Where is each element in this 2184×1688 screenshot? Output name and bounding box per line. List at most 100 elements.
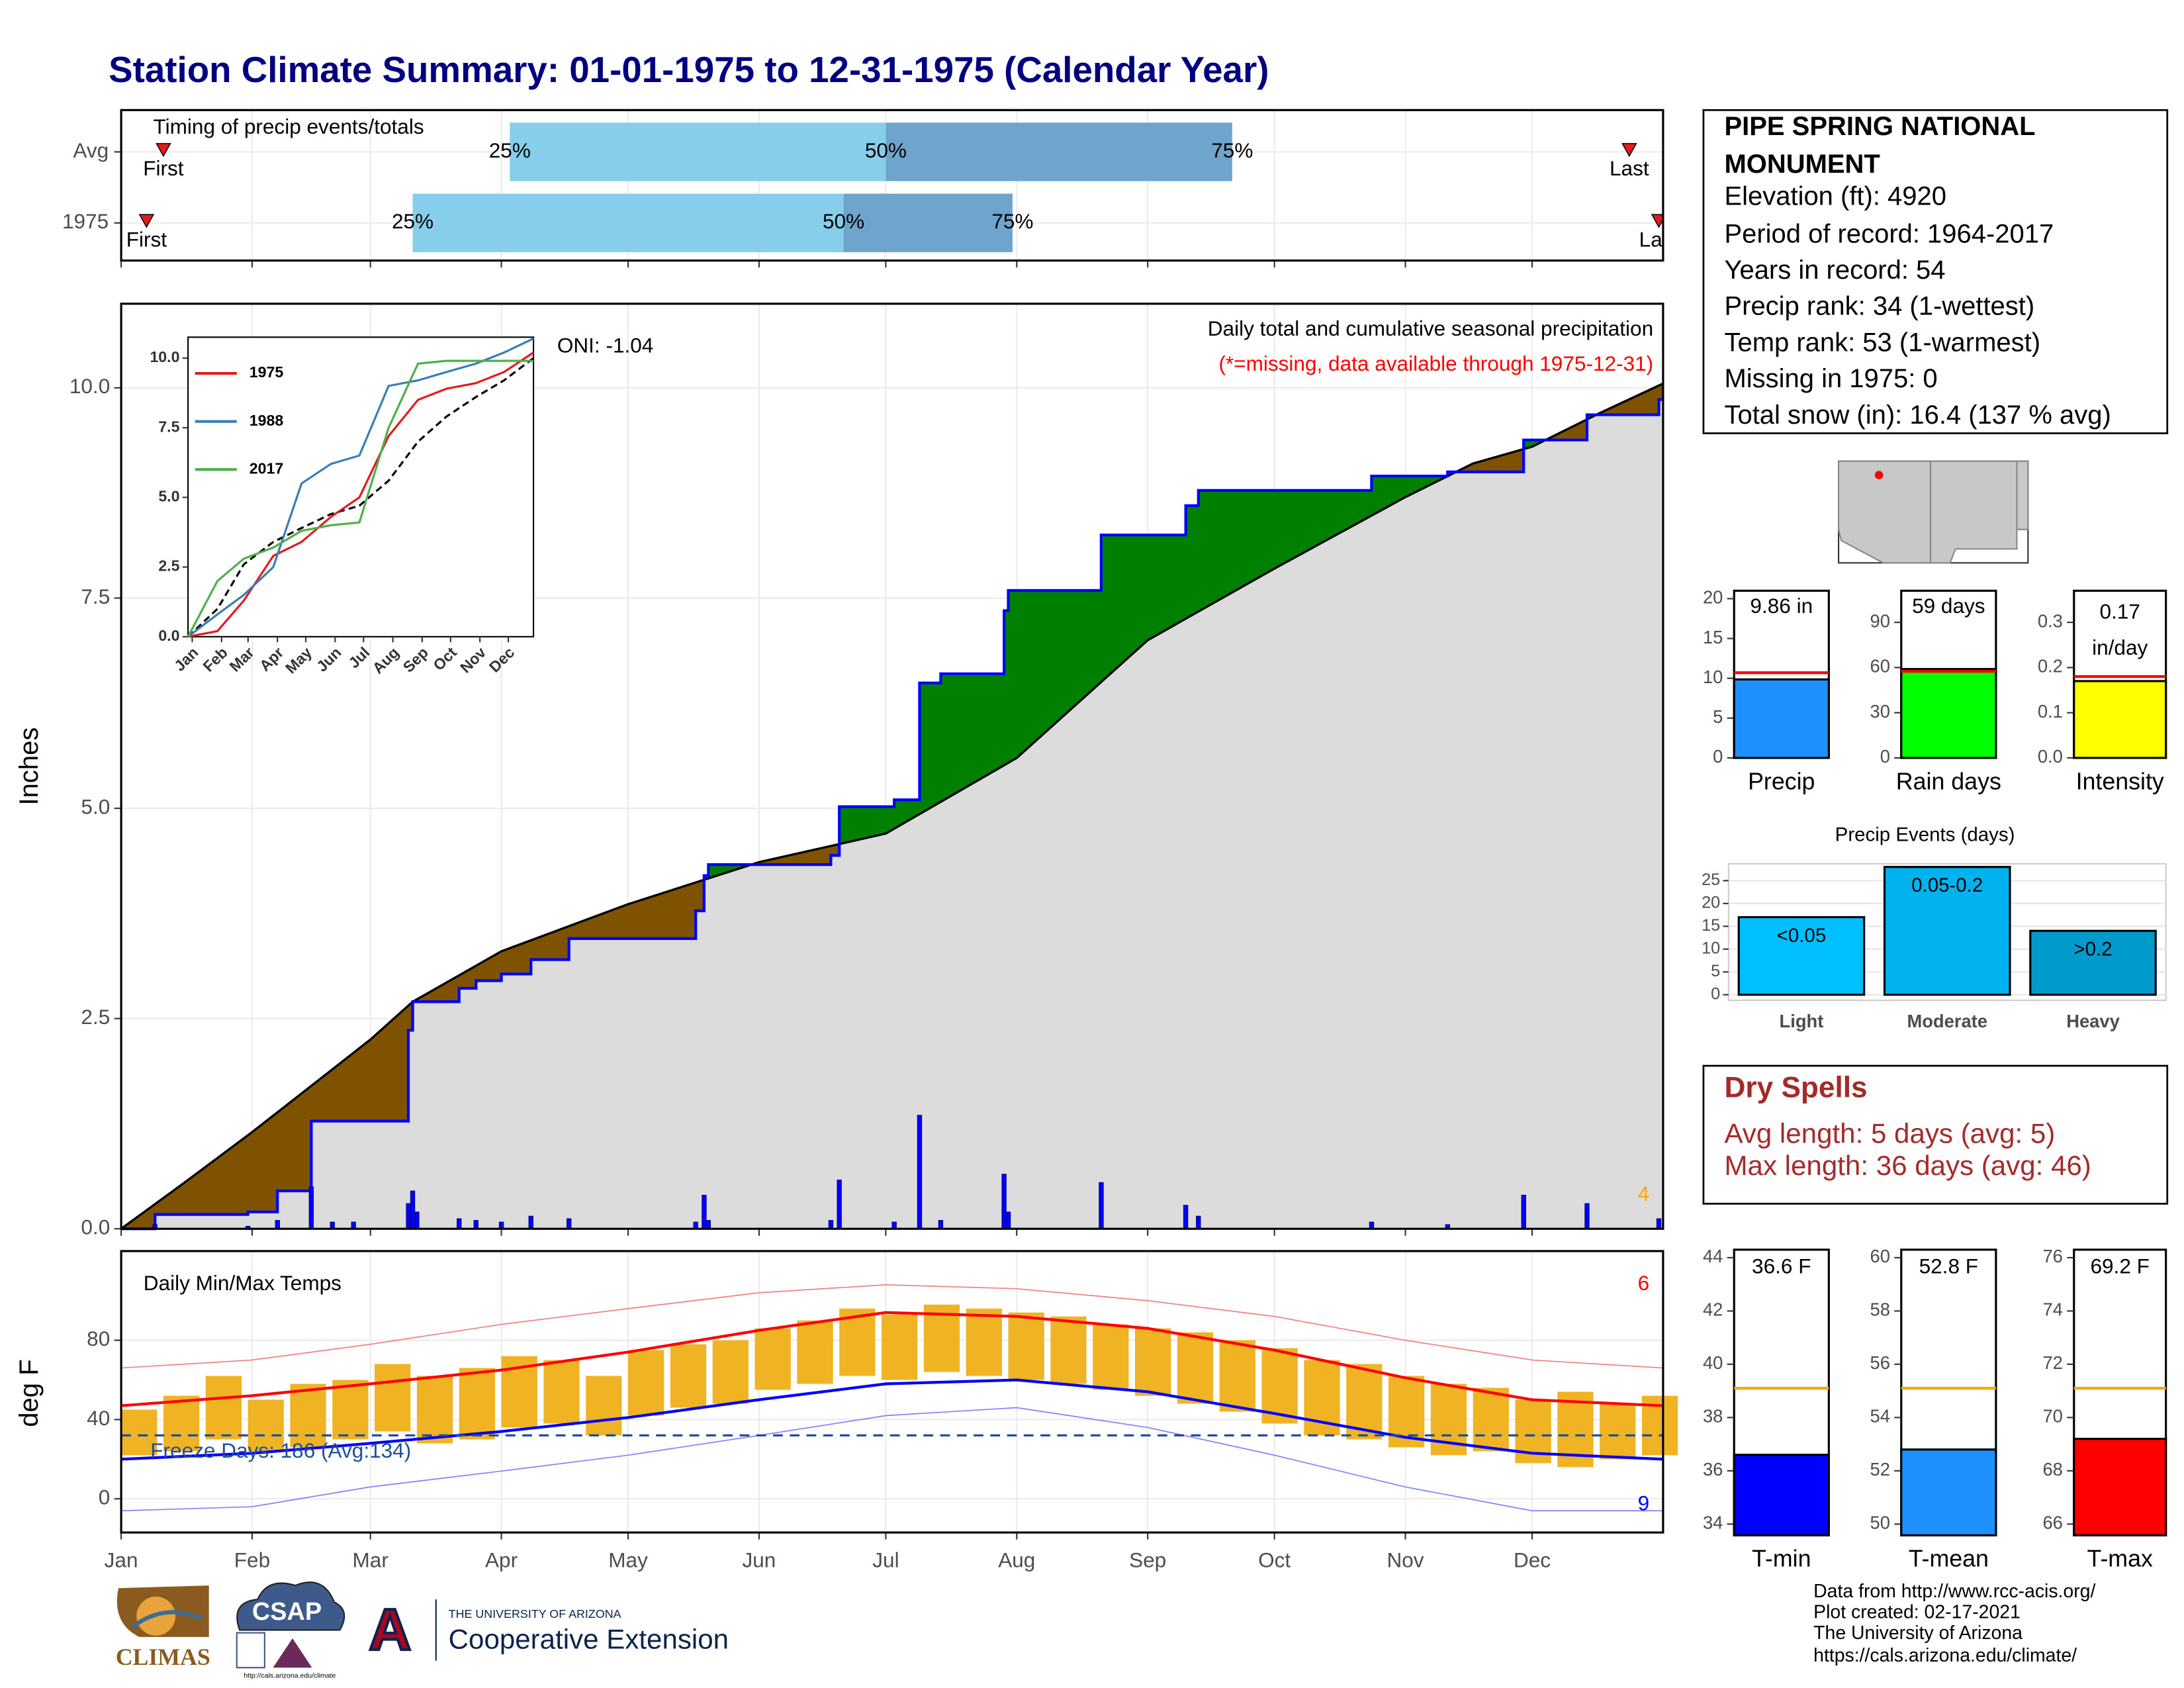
percent-label: 50% — [865, 138, 907, 162]
y-tick-label: 60 — [1870, 656, 1890, 677]
footer-line: The University of Arizona — [1813, 1622, 2023, 1644]
series-line — [187, 338, 534, 638]
y-tick-label: 44 — [1703, 1246, 1723, 1266]
y-tick-label: 20 — [1702, 894, 1720, 912]
y-tick-label: 5 — [1713, 706, 1723, 727]
temp-bar — [1135, 1328, 1171, 1396]
x-tick-label: Dec — [1514, 1548, 1551, 1572]
panel-frame — [120, 303, 1664, 1230]
daily-bar — [1001, 1174, 1007, 1229]
legend-label: 1988 — [250, 412, 284, 429]
unit-label: in/day — [2092, 635, 2148, 659]
station-info: Temp rank: 53 (1-warmest) — [1724, 328, 2040, 357]
timing-bar — [510, 122, 886, 181]
y-tick-label: 0 — [1880, 746, 1890, 767]
daily-bar — [275, 1220, 280, 1229]
annotation: Daily total and cumulative seasonal prec… — [1208, 316, 1653, 340]
y-tick-label: 5.0 — [158, 487, 179, 504]
temp-bar — [332, 1380, 369, 1440]
percent-label: 50% — [823, 209, 864, 233]
temp-bar — [416, 1376, 453, 1444]
temp-bar — [375, 1364, 411, 1432]
x-tick-label: Jan — [105, 1548, 138, 1572]
timing-marker — [1621, 143, 1637, 158]
y-tick-label: 10 — [1702, 939, 1720, 957]
timing-label: Last — [1639, 227, 1679, 251]
y-tick-label: 60 — [1870, 1246, 1890, 1266]
category-label: T-mean — [1909, 1546, 1989, 1572]
y-axis-label: Inches — [15, 727, 44, 806]
temp-bar — [121, 1409, 158, 1456]
logo-text: http://cals.arizona.edu/climate — [244, 1672, 336, 1680]
y-tick-label: 30 — [1870, 701, 1890, 722]
y-tick-label: 10 — [1703, 667, 1723, 687]
y-tick-label: 66 — [2042, 1513, 2062, 1533]
x-tick-label: May — [608, 1548, 648, 1572]
y-tick-label: 10.0 — [69, 374, 110, 398]
y-tick-label: 42 — [1703, 1299, 1723, 1320]
logo-text: THE UNIVERSITY OF ARIZONA — [449, 1607, 621, 1620]
y-tick-label: 15 — [1702, 916, 1720, 935]
logo-text: CSAP — [252, 1598, 322, 1626]
temp-bar — [248, 1399, 284, 1452]
temp-bar — [1473, 1387, 1509, 1452]
timing-bar — [843, 193, 1013, 252]
y-tick-label: 40 — [87, 1406, 110, 1430]
daily-bar — [567, 1218, 572, 1229]
percent-label: 25% — [392, 209, 433, 233]
daily-bar — [938, 1220, 944, 1229]
y-axis-label: deg F — [15, 1360, 44, 1427]
station-name: PIPE SPRING NATIONAL — [1724, 112, 2035, 141]
bar — [2029, 929, 2157, 996]
temp-bar — [1219, 1340, 1255, 1412]
daily-bar — [1196, 1215, 1201, 1229]
y-tick-label: 58 — [1870, 1299, 1890, 1320]
y-tick-label: 40 — [1703, 1352, 1723, 1373]
timing-bar — [886, 122, 1232, 181]
temp-bar — [290, 1383, 326, 1448]
panel-frame — [120, 109, 1664, 262]
y-tick-label: 68 — [2042, 1459, 2062, 1479]
y-tick-label: 38 — [1703, 1406, 1723, 1427]
logo-text: Cooperative Extension — [449, 1623, 729, 1654]
y-tick-label: 70 — [2042, 1406, 2062, 1427]
corner-label: 4 — [1638, 1182, 1650, 1205]
timing-marker — [156, 143, 171, 158]
timing-bar — [412, 193, 844, 252]
y-tick-label: 34 — [1703, 1513, 1723, 1533]
y-tick-label: 7.5 — [158, 418, 179, 435]
y-tick-label: 7.5 — [81, 585, 110, 608]
x-tick-label: Oct — [1258, 1548, 1291, 1572]
inset-panel — [187, 336, 535, 637]
footer-line: https://cals.arizona.edu/climate/ — [1813, 1645, 2077, 1666]
category-label: Precip — [1748, 768, 1815, 794]
footer-line: Data from http://www.rcc-acis.org/ — [1813, 1581, 2095, 1602]
freeze-label: Freeze Days: 186 (Avg:134) — [150, 1438, 411, 1462]
station-name: MONUMENT — [1724, 150, 1880, 179]
y-tick-label: 10.0 — [150, 348, 179, 365]
temp-bar — [670, 1344, 707, 1408]
x-tick-label: Jul — [872, 1548, 899, 1572]
y-tick-label: 72 — [2042, 1352, 2062, 1373]
timing-marker — [138, 214, 155, 228]
daily-bar — [705, 1220, 711, 1229]
bin-label: 0.05-0.2 — [1911, 874, 1983, 896]
dry-spell-title: Dry Spells — [1724, 1072, 1867, 1104]
station-info: Missing in 1975: 0 — [1724, 364, 1937, 393]
y-tick-label: 0.0 — [81, 1215, 110, 1239]
temp-bar — [1177, 1332, 1214, 1404]
daily-bar — [828, 1220, 834, 1229]
info-box — [1702, 109, 2169, 434]
temp-bar — [543, 1360, 580, 1424]
y-tick-label: 5.0 — [81, 794, 110, 818]
record-max-line — [121, 1284, 1663, 1369]
y-tick-label: 0.3 — [2038, 610, 2063, 631]
y-tick-label: 50 — [1870, 1513, 1890, 1533]
temp-bar — [163, 1395, 200, 1452]
normal-line — [120, 382, 1664, 1230]
temp-bar — [1008, 1312, 1044, 1380]
y-tick-label: 15 — [1703, 627, 1723, 647]
chart-title: Precip Events (days) — [1835, 824, 2015, 846]
series-line — [187, 352, 534, 638]
y-tick-label: 0 — [1711, 984, 1720, 1003]
